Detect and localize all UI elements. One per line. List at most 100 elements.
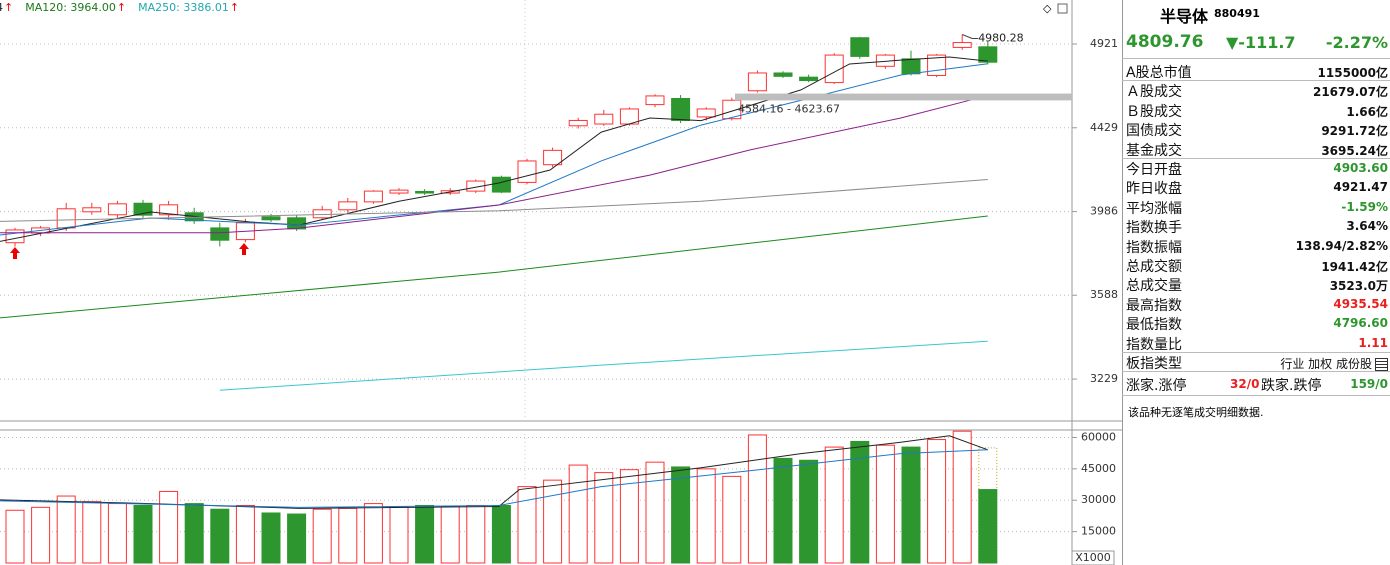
candle-body [927,54,947,76]
y-tick-label: 45000 [1081,462,1116,475]
candle-body [159,204,179,216]
row-label: 今日开盘 [1126,162,1182,178]
row-value: 9291.72亿 [1321,124,1388,139]
volume-bar [389,506,409,564]
candle-body [466,180,486,192]
row-label: 总成交量 [1126,278,1182,295]
row-value: 4921.47 [1333,180,1388,195]
volume-bar [671,466,691,564]
volume-bar [312,508,332,564]
volume-bar [466,504,486,564]
row-label: 指数振幅 [1126,239,1182,256]
volume-bar [543,479,563,564]
candle-body [56,208,76,229]
candle-body [82,207,102,213]
row-label: 板指类型 [1126,356,1182,372]
quote-panel: 半导体 880491 4809.76 ▼-111.7 -2.27% A股总市值 1… [1122,0,1390,565]
note: 该品种无逐笔成交明细数据. [1128,406,1264,419]
breadth-down: 159/0 [1350,377,1388,391]
candle-body [978,46,998,63]
row-label: 指数量比 [1126,336,1182,353]
icon-window[interactable] [1057,3,1068,14]
candle-body [671,98,691,121]
buy-signal [10,247,20,259]
candle-body [747,72,767,92]
icon-diamond[interactable]: ◇ [1043,2,1052,15]
candle-body [901,58,921,75]
candle-body [594,113,614,125]
legend-text: MA120: 3964.00 [25,1,116,14]
candle-body [5,229,25,244]
volume-bar [287,513,307,564]
candle-body [363,190,383,203]
volume-bar [133,504,153,564]
volume-bar [31,506,51,564]
candle-body [389,189,409,194]
row-label: 指数换手 [1126,220,1182,237]
candle-body [210,227,230,241]
volume-bar [5,509,25,564]
volume-bar [568,464,588,564]
row-label: 平均涨幅 [1126,200,1182,217]
candle-body [696,108,716,118]
y-tick-label: 15000 [1081,525,1116,538]
ma-line [0,95,988,234]
row-value: 1941.42亿 [1321,260,1388,274]
row-label: 国债成交 [1126,123,1182,140]
row-label: 昨日收盘 [1126,181,1182,198]
row-value: 1.11 [1358,335,1388,350]
y-tick-label: 30000 [1081,493,1116,506]
volume-ma-line [0,449,988,508]
high-pointer [962,34,979,39]
row-label: 基金成交 [1126,142,1182,159]
row-value: 1.66亿 [1346,104,1388,119]
stock-code: 880491 [1214,7,1260,20]
grid-icon[interactable] [1375,358,1388,371]
volume-bar [491,504,511,564]
candle-body [261,216,281,221]
legend-arrow: ↑ [230,1,239,14]
percent: -2.27% [1325,33,1388,52]
volume-bar [619,469,639,564]
gap-band [735,93,1072,101]
row-label: Ｂ股成交 [1126,103,1182,120]
legend-text: MA250: 3386.01 [138,1,229,14]
y-tick-label: 4921 [1090,37,1118,50]
row-value: 行业 加权 成份股 [1280,357,1372,371]
row-value: 3.64% [1346,219,1388,234]
y-tick-label: 3229 [1090,372,1118,385]
volume-bar [82,501,102,564]
volume-bar [696,468,716,564]
row-label: 总成交额 [1126,259,1182,275]
row-value: 3523.0万 [1329,279,1388,294]
row-label: 最低指数 [1126,317,1182,334]
row-value: 4903.60 [1333,161,1388,175]
candle-body [312,209,332,219]
legend-arrow: ↑ [117,1,126,14]
volume-bar [210,508,230,564]
candle-body [491,176,511,193]
legend: 4↑MA120: 3964.00↑MA250: 3386.01↑ [0,1,239,14]
row-value: 3695.24亿 [1321,143,1388,158]
volume-bar [927,439,947,564]
volume-bar [645,461,665,564]
candle-body [952,42,972,48]
volume-bar [363,503,383,564]
volume-bar [440,506,460,564]
y-tick-label: 3588 [1090,288,1118,301]
y-tick-label: 3986 [1090,205,1118,218]
buy-signal [239,243,249,255]
candle-body [799,76,819,82]
volume-bar [56,495,76,564]
row-value: 21679.07亿 [1312,85,1388,100]
ma-line [0,63,988,236]
row-value: 4935.54 [1333,296,1388,311]
volume-bar [235,504,255,564]
row-value: -1.59% [1341,199,1388,214]
volume-bar [978,489,998,564]
row-label: 最高指数 [1126,297,1182,314]
row-value: 138.94/2.82% [1295,238,1388,253]
ma-line [0,215,988,319]
volume-bar [850,440,870,564]
